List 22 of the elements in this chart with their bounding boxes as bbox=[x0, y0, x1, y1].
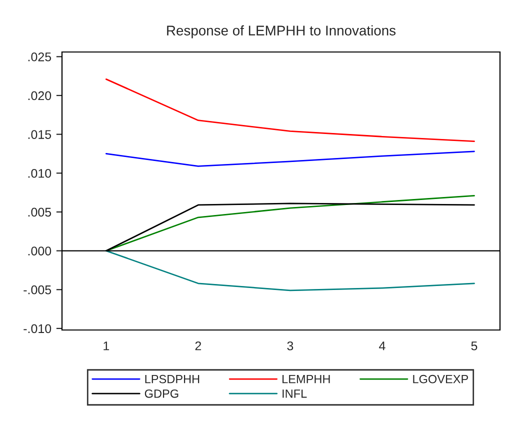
legend-label: INFL bbox=[282, 390, 307, 398]
y-tick-label: .000 bbox=[28, 246, 52, 256]
y-tick-label: -.010 bbox=[24, 324, 52, 334]
y-tick-label: .020 bbox=[28, 91, 52, 100]
legend-label: LGOVEXP bbox=[413, 374, 468, 384]
x-tick-label: 2 bbox=[195, 341, 202, 350]
y-tick-label: .015 bbox=[28, 130, 52, 139]
x-tick-label: 1 bbox=[104, 342, 110, 350]
line-series bbox=[105, 150, 475, 167]
y-tick-label: -.005 bbox=[24, 285, 52, 294]
y-tick-label: .010 bbox=[28, 168, 52, 178]
legend-label: GDPG bbox=[144, 389, 178, 398]
line-series bbox=[105, 250, 475, 292]
legend-label: LEMPHH bbox=[282, 375, 330, 384]
chart-title: Response of LEMPHH to Innovations bbox=[167, 25, 396, 38]
y-tick-label: .025 bbox=[28, 52, 52, 62]
x-tick-label: 5 bbox=[471, 342, 478, 350]
y-tick-label: .005 bbox=[28, 208, 52, 217]
line-series bbox=[105, 78, 475, 142]
x-tick-label: 3 bbox=[287, 341, 294, 350]
legend-label: LPSDPHH bbox=[145, 374, 200, 384]
x-tick-label: 4 bbox=[379, 342, 386, 350]
